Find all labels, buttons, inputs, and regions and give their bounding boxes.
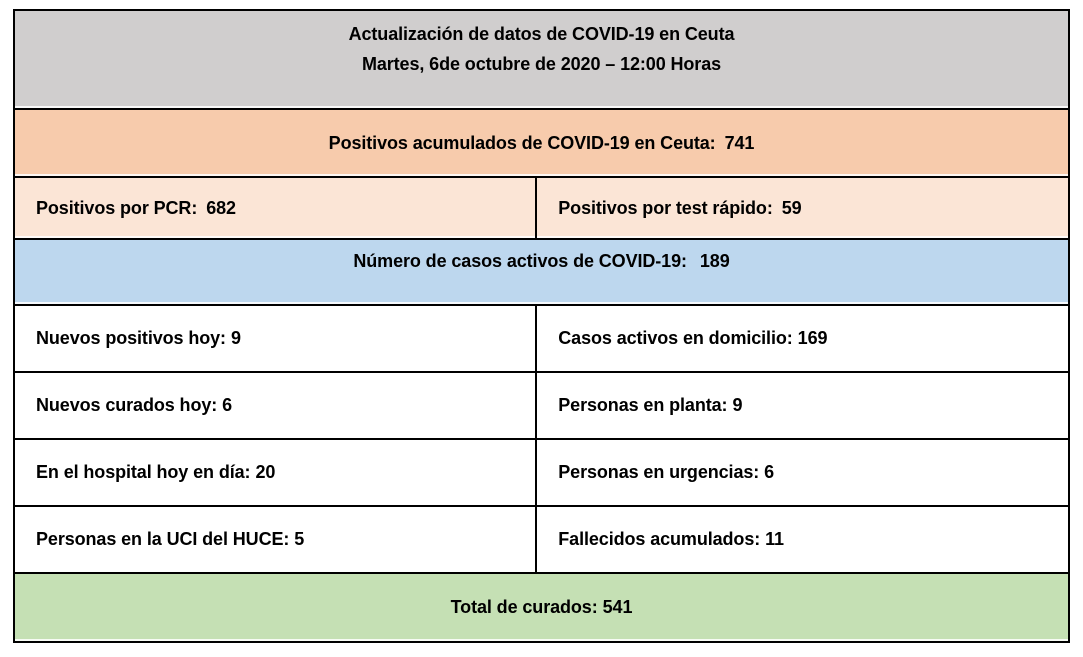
total-recovered-label: Total de curados:: [450, 597, 598, 617]
ward-patients-value: 9: [732, 395, 743, 415]
active-cases-row: Número de casos activos de COVID-19: 189: [15, 240, 1068, 306]
ward-patients-cell: Personas en planta: 9: [537, 373, 1068, 438]
positives-breakdown-row: Positivos por PCR: 682 Positivos por tes…: [15, 178, 1068, 240]
total-recovered-row: Total de curados: 541: [15, 574, 1068, 641]
active-cases-label: Número de casos activos de COVID-19:: [353, 251, 687, 271]
pcr-positives-cell: Positivos por PCR: 682: [15, 178, 538, 238]
rapid-test-positives-value: 59: [781, 197, 802, 218]
icu-patients-cell: Personas en la UCI del HUCE: 5: [15, 507, 538, 572]
detail-row-4: Personas en la UCI del HUCE: 5 Fallecido…: [15, 507, 1068, 574]
detail-row-2: Nuevos curados hoy: 6 Personas en planta…: [15, 373, 1068, 440]
detail-row-1: Nuevos positivos hoy: 9 Casos activos en…: [15, 306, 1068, 373]
er-patients-cell: Personas en urgencias: 6: [537, 440, 1068, 505]
new-recovered-value: 6: [222, 395, 233, 415]
pcr-positives-label: Positivos por PCR:: [36, 197, 198, 218]
total-recovered-value: 541: [602, 597, 633, 617]
title-line-1: Actualización de datos de COVID-19 en Ce…: [348, 24, 735, 44]
rapid-test-positives-cell: Positivos por test rápido: 59: [537, 178, 1068, 238]
accumulated-positives-label: Positivos acumulados de COVID-19 en Ceut…: [328, 132, 716, 153]
icu-patients-label: Personas en la UCI del HUCE:: [36, 529, 290, 549]
icu-patients-value: 5: [294, 529, 305, 549]
pcr-positives-value: 682: [206, 197, 236, 218]
new-positives-value: 9: [230, 328, 241, 348]
rapid-test-positives-label: Positivos por test rápido:: [558, 197, 773, 218]
active-home-label: Casos activos en domicilio:: [558, 328, 793, 348]
title-line-2: Martes, 6de octubre de 2020 – 12:00 Hora…: [361, 54, 722, 74]
accumulated-positives-row: Positivos acumulados de COVID-19 en Ceut…: [15, 110, 1068, 178]
deaths-cell: Fallecidos acumulados: 11: [537, 507, 1068, 572]
hospital-today-cell: En el hospital hoy en día: 20: [15, 440, 538, 505]
new-recovered-label: Nuevos curados hoy:: [36, 395, 218, 415]
er-patients-value: 6: [764, 462, 775, 482]
ward-patients-label: Personas en planta:: [558, 395, 728, 415]
new-positives-cell: Nuevos positivos hoy: 9: [15, 306, 538, 371]
active-home-cell: Casos activos en domicilio: 169: [537, 306, 1068, 371]
new-positives-label: Nuevos positivos hoy:: [36, 328, 226, 348]
hospital-today-label: En el hospital hoy en día:: [36, 462, 251, 482]
hospital-today-value: 20: [255, 462, 276, 482]
active-home-value: 169: [797, 328, 828, 348]
deaths-value: 11: [765, 529, 784, 549]
detail-row-3: En el hospital hoy en día: 20 Personas e…: [15, 440, 1068, 507]
new-recovered-cell: Nuevos curados hoy: 6: [15, 373, 538, 438]
covid-update-table: Actualización de datos de COVID-19 en Ce…: [13, 9, 1070, 643]
title-row: Actualización de datos de COVID-19 en Ce…: [15, 11, 1068, 110]
accumulated-positives-value: 741: [724, 132, 755, 153]
er-patients-label: Personas en urgencias:: [558, 462, 760, 482]
active-cases-value: 189: [699, 251, 730, 271]
deaths-label: Fallecidos acumulados:: [558, 529, 761, 549]
